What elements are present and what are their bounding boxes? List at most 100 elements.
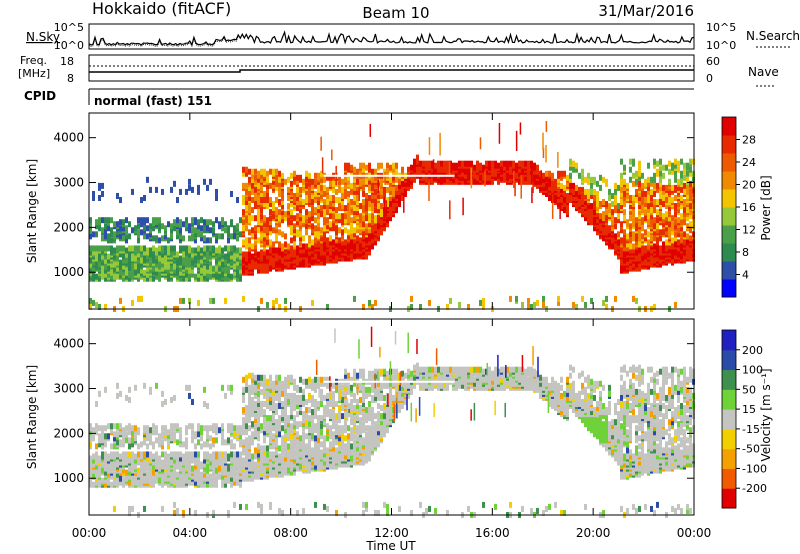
range-cell — [260, 503, 263, 510]
range-cell — [335, 225, 338, 232]
range-cell — [263, 449, 266, 456]
range-cell — [662, 164, 665, 171]
range-cell — [179, 477, 182, 484]
range-cell — [644, 215, 647, 222]
range-cell — [104, 441, 107, 448]
range-cell — [116, 221, 119, 228]
range-cell — [89, 297, 92, 304]
range-cell — [683, 219, 686, 226]
range-cell — [632, 295, 635, 302]
range-cell — [185, 443, 188, 450]
range-cell — [602, 225, 605, 232]
range-cell — [179, 481, 182, 488]
range-cell — [350, 182, 353, 189]
range-cell — [167, 237, 170, 244]
range-cell — [464, 172, 467, 179]
range-cell — [116, 253, 119, 260]
freq-left-tick-high: 18 — [60, 55, 74, 68]
range-cell — [491, 160, 494, 167]
range-cell — [131, 263, 134, 270]
range-cell — [326, 217, 329, 224]
range-cell — [125, 431, 128, 438]
range-cell — [275, 449, 278, 456]
range-cell — [116, 382, 119, 389]
range-cell — [299, 223, 302, 230]
range-cell — [176, 233, 179, 240]
range-cell — [686, 162, 689, 169]
range-cell — [479, 299, 482, 306]
range-cell — [92, 473, 95, 480]
range-cell — [503, 164, 506, 171]
range-cell — [332, 201, 335, 208]
range-cell — [302, 261, 305, 268]
range-cell — [113, 459, 116, 466]
range-cell — [668, 205, 671, 212]
range-cell — [137, 265, 140, 272]
range-cell — [647, 194, 650, 201]
range-cell — [605, 178, 608, 185]
nave-label: Nave — [748, 65, 779, 79]
range-cell — [188, 463, 191, 470]
range-cell — [662, 194, 665, 201]
range-cell — [320, 235, 323, 242]
noise-search-trace — [88, 36, 239, 48]
range-cell — [113, 431, 116, 438]
range-cell — [368, 221, 371, 228]
range-cell — [143, 382, 146, 389]
range-cell — [689, 209, 692, 216]
range-cell — [365, 176, 368, 183]
range-cell — [128, 505, 131, 512]
range-cell — [230, 475, 233, 482]
range-cell — [212, 463, 215, 470]
range-cell — [638, 160, 641, 167]
range-cell — [167, 453, 170, 460]
range-cell — [137, 223, 140, 230]
range-cell — [119, 423, 122, 430]
range-cell — [671, 241, 674, 248]
range-cell — [254, 186, 257, 193]
cpid-label: CPID — [24, 89, 56, 103]
range-cell — [353, 166, 356, 173]
range-cell — [683, 174, 686, 181]
range-cell — [221, 451, 224, 458]
range-cell — [374, 201, 377, 208]
range-cell — [311, 205, 314, 212]
range-cell — [164, 425, 167, 432]
range-cell — [509, 160, 512, 167]
range-cell — [331, 149, 333, 161]
range-cell — [266, 415, 269, 422]
range-cell — [305, 174, 308, 181]
range-cell — [98, 390, 101, 397]
range-cell — [92, 231, 95, 238]
range-cell — [632, 243, 635, 250]
range-cell — [242, 239, 245, 246]
range-cell — [188, 273, 191, 280]
range-cell — [308, 186, 311, 193]
range-cell — [389, 164, 392, 171]
date-title: 31/Mar/2016 — [598, 2, 694, 20]
range-cell — [122, 441, 125, 448]
range-cell — [164, 245, 167, 252]
range-cell — [179, 275, 182, 282]
range-cell — [332, 180, 335, 187]
range-cell — [179, 297, 182, 304]
range-cell — [254, 427, 257, 434]
range-cell — [161, 265, 164, 272]
range-cell — [629, 166, 632, 173]
range-cell — [308, 190, 311, 197]
noise-right-tick-high: 10^5 — [706, 21, 736, 34]
range-cell — [389, 184, 392, 191]
range-cell — [152, 477, 155, 484]
range-cell — [254, 233, 257, 240]
range-cell — [248, 229, 251, 236]
range-cell — [275, 174, 278, 181]
range-cell — [179, 459, 182, 466]
range-cell — [251, 172, 254, 179]
range-cell — [173, 501, 176, 508]
range-cell — [677, 178, 680, 185]
range-cell — [515, 172, 518, 179]
range-cell — [290, 219, 293, 226]
range-cell — [263, 392, 266, 399]
range-cell — [245, 199, 248, 206]
range-cell — [659, 229, 662, 236]
